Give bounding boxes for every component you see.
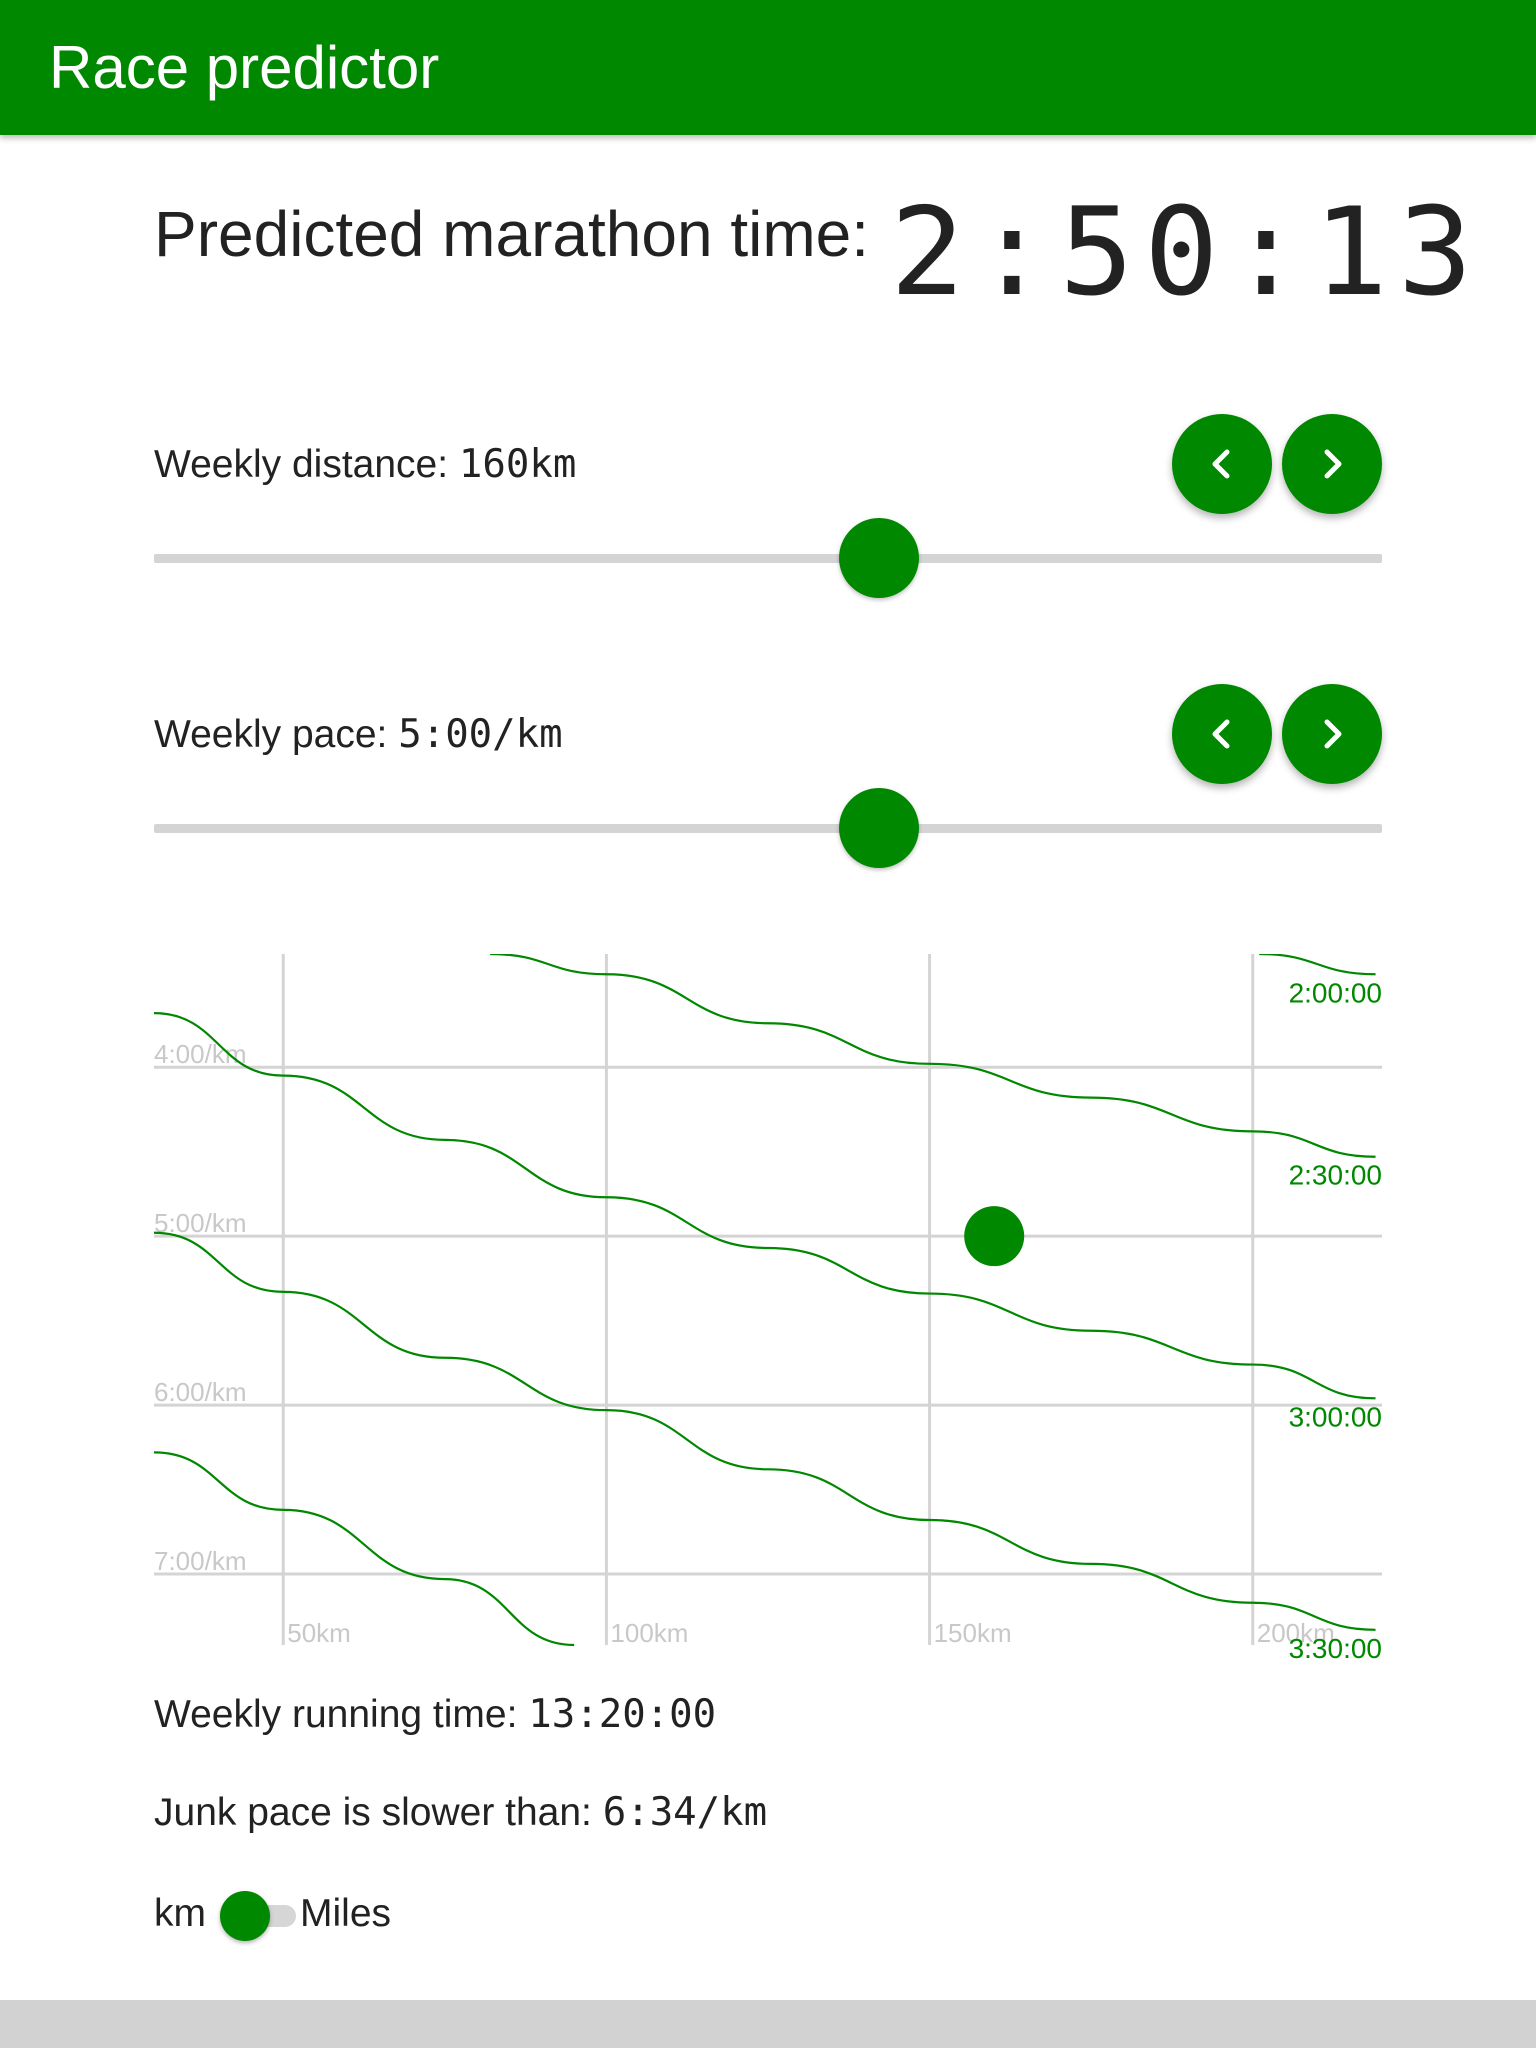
series-label: 2:00:00	[1289, 977, 1382, 1008]
series-label: 3:00:00	[1289, 1401, 1382, 1432]
series-label: 2:30:00	[1289, 1160, 1382, 1191]
chevron-left-icon	[1202, 444, 1242, 484]
distance-increase-button[interactable]	[1282, 414, 1382, 514]
weekly-running-time-label: Weekly running time:	[154, 1693, 528, 1736]
x-tick-label: 150km	[934, 1618, 1012, 1648]
app-bar: Race predictor	[0, 0, 1536, 135]
distance-slider-track[interactable]	[154, 554, 1382, 563]
weekly-pace-label-text: Weekly pace:	[154, 713, 398, 756]
series-line	[154, 1233, 1376, 1630]
pace-slider-track[interactable]	[154, 824, 1382, 833]
junk-pace-label: Junk pace is slower than:	[154, 1791, 603, 1834]
pace-slider-thumb[interactable]	[839, 788, 919, 868]
junk-pace-value: 6:34/km	[603, 1790, 767, 1835]
weekly-running-time: Weekly running time: 13:20:00	[154, 1690, 716, 1740]
chevron-right-icon	[1312, 444, 1352, 484]
current-point-marker	[964, 1206, 1024, 1266]
distance-slider-thumb[interactable]	[839, 518, 919, 598]
y-tick-label: 4:00/km	[154, 1039, 247, 1069]
weekly-distance-value: 160km	[459, 442, 576, 487]
bottom-bar	[0, 2000, 1536, 2048]
distance-decrease-button[interactable]	[1172, 414, 1272, 514]
series-line	[1259, 954, 1375, 974]
junk-pace: Junk pace is slower than: 6:34/km	[154, 1788, 767, 1838]
app-title: Race predictor	[49, 30, 439, 106]
weekly-pace-label: Weekly pace: 5:00/km	[154, 710, 563, 760]
y-tick-label: 6:00/km	[154, 1377, 247, 1407]
prediction-label: Predicted marathon time:	[154, 196, 869, 272]
weekly-distance-label-text: Weekly distance:	[154, 443, 459, 486]
x-tick-label: 50km	[287, 1618, 351, 1648]
chevron-left-icon	[1202, 714, 1242, 754]
series-label: 3:30:00	[1289, 1633, 1382, 1664]
units-miles-label: Miles	[300, 1889, 391, 1939]
prediction-time: 2:50:13	[890, 189, 1483, 316]
pace-decrease-button[interactable]	[1172, 684, 1272, 784]
y-tick-label: 7:00/km	[154, 1546, 247, 1576]
units-toggle[interactable]	[154, 1885, 304, 1945]
chevron-right-icon	[1312, 714, 1352, 754]
weekly-distance-label: Weekly distance: 160km	[154, 440, 576, 490]
weekly-running-time-value: 13:20:00	[528, 1692, 716, 1737]
pace-increase-button[interactable]	[1282, 684, 1382, 784]
series-line	[154, 1013, 1376, 1398]
weekly-pace-value: 5:00/km	[398, 712, 562, 757]
x-tick-label: 100km	[610, 1618, 688, 1648]
series-line	[490, 954, 1375, 1157]
units-toggle-thumb[interactable]	[220, 1891, 270, 1941]
